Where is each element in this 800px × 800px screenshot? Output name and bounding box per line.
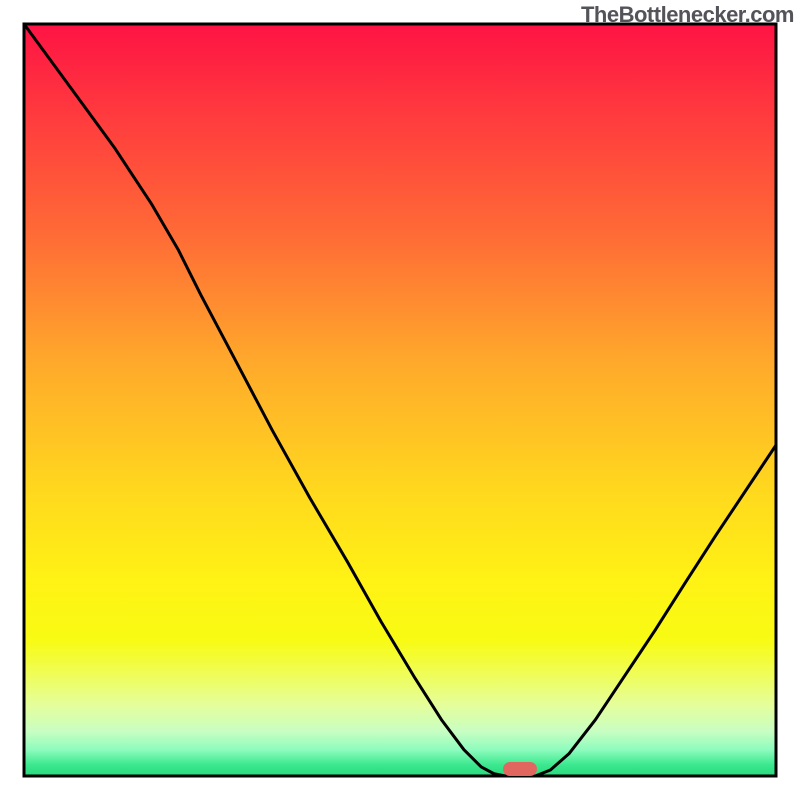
chart-container: TheBottlenecker.com — [0, 0, 800, 800]
plot-background — [24, 24, 776, 776]
bottleneck-chart — [0, 0, 800, 800]
optimum-marker — [503, 762, 537, 776]
